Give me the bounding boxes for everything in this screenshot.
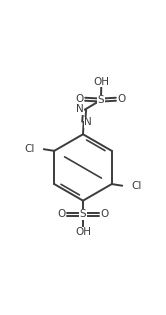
Text: O: O bbox=[75, 94, 84, 104]
Text: N: N bbox=[76, 104, 84, 114]
Text: N: N bbox=[84, 117, 92, 128]
Text: O: O bbox=[118, 94, 126, 104]
Text: OH: OH bbox=[93, 77, 109, 87]
Text: Cl: Cl bbox=[131, 181, 142, 191]
Text: O: O bbox=[100, 209, 109, 219]
Text: Cl: Cl bbox=[24, 144, 35, 154]
Text: S: S bbox=[80, 209, 86, 219]
Text: S: S bbox=[98, 95, 104, 105]
Text: OH: OH bbox=[75, 227, 91, 237]
Text: O: O bbox=[57, 209, 66, 219]
